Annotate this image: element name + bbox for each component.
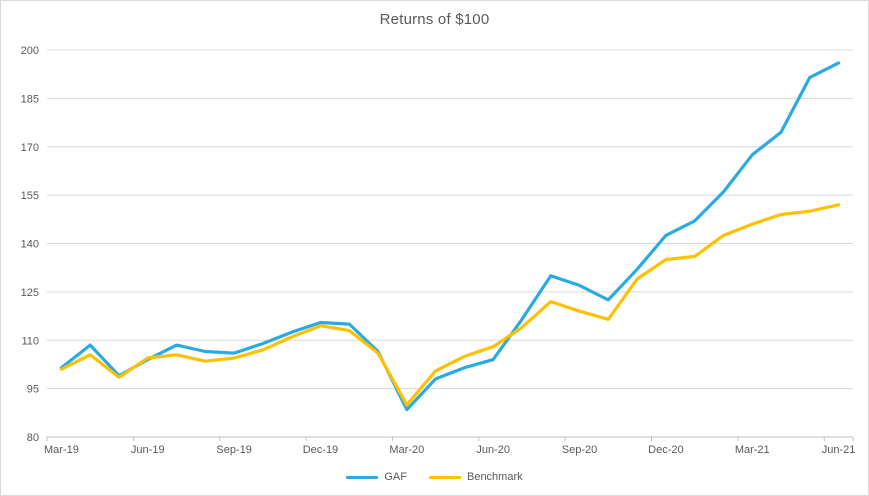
legend-swatch-gaf — [346, 475, 379, 479]
y-tick-label: 125 — [21, 287, 39, 299]
series-line-gaf — [59, 61, 841, 412]
series-line-benchmark — [59, 203, 841, 407]
y-tick-label: 140 — [21, 239, 39, 251]
y-tick-label: 155 — [21, 190, 39, 202]
x-tick-label: Mar-19 — [44, 444, 79, 456]
x-tick-label: Dec-20 — [648, 444, 683, 456]
legend-swatch-benchmark — [428, 475, 461, 479]
chart-title: Returns of $100 — [379, 11, 490, 28]
y-tick-label: 80 — [27, 432, 39, 444]
legend-item-gaf: GAF — [346, 471, 407, 483]
y-tick-label: 110 — [21, 335, 39, 347]
x-tick-label: Dec-19 — [303, 444, 338, 456]
y-tick-label: 95 — [27, 384, 39, 396]
legend-label-benchmark: Benchmark — [466, 471, 523, 483]
x-tick-label: Mar-20 — [389, 444, 424, 456]
y-tick-label: 185 — [21, 93, 39, 105]
x-tick-label: Sep-19 — [216, 444, 251, 456]
x-tick-label: Jun-19 — [131, 444, 165, 456]
legend-label-gaf: GAF — [384, 471, 407, 483]
y-tick-label: 170 — [21, 142, 39, 154]
x-tick-label: Jun-21 — [822, 444, 856, 456]
legend-item-benchmark: Benchmark — [428, 471, 523, 483]
x-tick-label: Jun-20 — [476, 444, 510, 456]
x-tick-label: Mar-21 — [735, 444, 770, 456]
y-tick-label: 200 — [21, 45, 39, 57]
x-tick-label: Sep-20 — [562, 444, 597, 456]
chart-legend: GAF Benchmark — [1, 471, 868, 483]
